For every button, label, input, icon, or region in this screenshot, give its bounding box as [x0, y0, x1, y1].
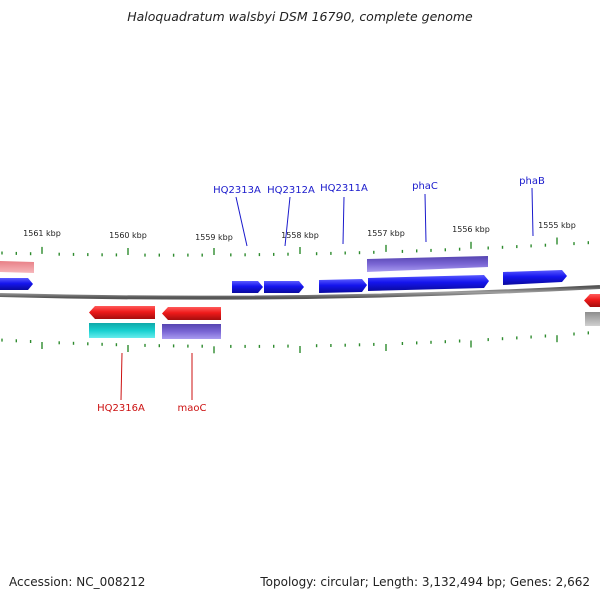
gene-label-leader — [120, 352, 123, 401]
outer-tick-ruler — [1, 237, 589, 257]
kbp-label: 1558 kbp — [281, 231, 319, 240]
genome-backbone — [0, 285, 600, 300]
kbp-label: 1560 kbp — [109, 231, 147, 240]
gene-arrow-reverse[interactable] — [162, 307, 221, 320]
gene-arrow-reverse[interactable] — [89, 306, 155, 319]
gene-arrow-forward[interactable] — [232, 281, 263, 293]
gene-arrow-forward[interactable] — [0, 278, 33, 290]
kbp-label: 1556 kbp — [452, 225, 490, 234]
forward-genes — [0, 270, 567, 293]
gene-arrow-forward[interactable] — [319, 279, 367, 293]
cog-bar-grey[interactable] — [585, 312, 600, 326]
cog-bar-pink[interactable] — [0, 261, 34, 273]
accession-text: Accession: NC_008212 — [9, 575, 146, 589]
gene-label-hq2312a[interactable]: HQ2312A — [267, 185, 315, 196]
gene-arrow-forward[interactable] — [264, 281, 304, 293]
gene-label-phac[interactable]: phaC — [412, 181, 438, 192]
genome-title: Haloquadratum walsbyi DSM 16790, complet… — [127, 9, 473, 24]
cog-bar-cyan[interactable] — [89, 323, 155, 338]
cog-bar-purple[interactable] — [367, 256, 488, 272]
gene-arrow-forward[interactable] — [503, 270, 567, 285]
kbp-label: 1559 kbp — [195, 233, 233, 242]
cog-bar-purple[interactable] — [162, 324, 221, 339]
inner-tick-ruler — [1, 331, 589, 354]
gene-arrow-forward[interactable] — [368, 275, 489, 291]
gene-label-leader — [235, 196, 248, 247]
kbp-label: 1561 kbp — [23, 229, 61, 238]
gene-label-leader — [424, 193, 427, 243]
gene-label-hq2311a[interactable]: HQ2311A — [320, 183, 368, 194]
genome-summary-text: Topology: circular; Length: 3,132,494 bp… — [260, 575, 590, 589]
gene-label-hq2313a[interactable]: HQ2313A — [213, 185, 261, 196]
gene-label-hq2316a[interactable]: HQ2316A — [97, 403, 145, 414]
reverse-genes — [89, 294, 600, 320]
gene-label-maoc[interactable]: maoC — [178, 403, 207, 414]
gene-label-phab[interactable]: phaB — [519, 176, 545, 187]
gene-label-leader — [284, 196, 291, 247]
gene-label-leader — [531, 187, 534, 237]
kbp-label: 1557 kbp — [367, 229, 405, 238]
gene-arrow-reverse[interactable] — [584, 294, 600, 307]
gene-label-leader — [342, 196, 345, 245]
kbp-label: 1555 kbp — [538, 221, 576, 230]
